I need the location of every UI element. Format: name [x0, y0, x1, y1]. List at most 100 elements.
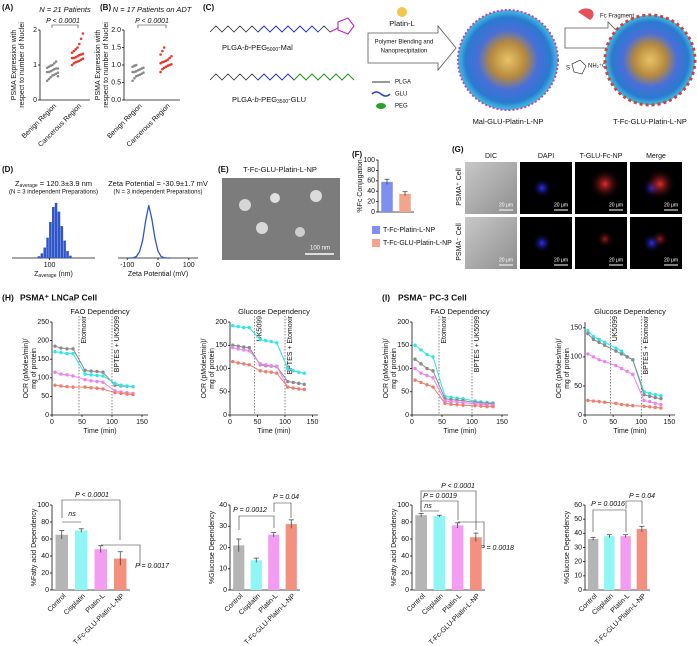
- dot: [72, 49, 76, 53]
- event-label: Etomoxir: [441, 315, 448, 343]
- nanoparticle: [603, 13, 697, 107]
- series-point: [449, 402, 453, 407]
- x-tick-label: Cancerous Region: [37, 103, 83, 149]
- series-point: [258, 362, 262, 366]
- series-point: [119, 391, 123, 396]
- dot: [51, 63, 54, 67]
- series-point: [65, 385, 69, 389]
- np-signal: [596, 230, 614, 248]
- series-point: [597, 337, 601, 342]
- series-point: [461, 403, 465, 407]
- y-tick-label: 40: [401, 553, 409, 560]
- y-axis-label: %Fc Conjugation: [357, 159, 364, 212]
- panel-label: (A): [2, 3, 13, 12]
- y-tick-label: 150: [37, 356, 49, 363]
- series-point: [113, 390, 117, 395]
- series-point: [642, 398, 646, 403]
- particle: [239, 199, 251, 211]
- series-point: [236, 347, 240, 351]
- series-point: [425, 383, 429, 387]
- diagram: PLGA-b-PEG5000-Mal PLGA-b-PEG3500-GLU Pl…: [209, 7, 697, 126]
- dot: [56, 74, 60, 78]
- series-point: [242, 362, 246, 366]
- series-point: [431, 369, 435, 373]
- annotation: ns: [424, 503, 432, 510]
- dot: [142, 66, 145, 70]
- x-tick-label: 150: [496, 419, 508, 426]
- series-point: [659, 406, 663, 410]
- bar: [604, 536, 615, 590]
- series-point: [113, 381, 117, 386]
- series-point: [431, 385, 435, 389]
- bracket: [625, 500, 643, 524]
- dot: [170, 63, 173, 66]
- title-part: Glucose Dependency: [594, 307, 666, 316]
- series-point: [59, 346, 63, 350]
- hist-bar: [54, 202, 58, 258]
- y-tick-label: 50: [574, 516, 582, 523]
- legend-label: PEG: [395, 104, 408, 110]
- dot: [70, 63, 74, 67]
- dot: [45, 70, 49, 74]
- y-tick-label: 0: [405, 587, 409, 594]
- hist-bar: [69, 255, 72, 258]
- title: FAO Dependency: [70, 307, 129, 316]
- micro-cell: [465, 217, 517, 269]
- series-point: [291, 369, 295, 373]
- xlabel-part: Time (min): [443, 428, 476, 435]
- y-axis-label: respect to number of Nuclei: [19, 22, 26, 108]
- series-point: [619, 366, 624, 371]
- particle: [295, 227, 305, 237]
- text: PLGA-: [222, 43, 245, 52]
- series-point: [647, 405, 652, 409]
- dot: [54, 60, 58, 63]
- y-tick-label: 0.0: [111, 97, 121, 104]
- y-tick-label: 100: [397, 365, 409, 372]
- scale-label: 20 μm: [499, 257, 513, 263]
- bracket: [420, 500, 459, 520]
- bracket: [273, 502, 292, 518]
- hist-bar: [66, 251, 69, 258]
- series-point: [258, 337, 262, 342]
- series-point: [455, 403, 459, 407]
- series-point: [485, 404, 489, 409]
- annotation: P < 0.0001: [75, 492, 109, 499]
- annotation: P = 0.0016: [591, 501, 625, 508]
- y-axis-label: %Fatty acid Dependency: [31, 508, 38, 586]
- series-point: [83, 385, 87, 389]
- hist-bar: [57, 211, 61, 258]
- y-axis-label: OCR (pMoles/min)/: [556, 339, 563, 399]
- process-label: Polymer Blending and: [375, 40, 434, 46]
- glu-chain: [293, 73, 355, 81]
- x-tick-label: 0: [583, 419, 587, 426]
- bar: [285, 524, 297, 590]
- bar: [451, 525, 464, 590]
- y-tick-label: 80: [367, 167, 375, 174]
- series-point: [95, 386, 99, 390]
- bracket: [592, 509, 627, 532]
- series-point: [65, 373, 69, 377]
- series-point: [614, 363, 618, 368]
- hist-bar: [52, 206, 55, 258]
- series-point: [614, 346, 618, 350]
- hist-bar: [43, 247, 47, 258]
- dot: [168, 56, 171, 60]
- series-point: [413, 343, 417, 347]
- series-point: [586, 352, 590, 356]
- dot: [81, 57, 85, 60]
- y-tick-label: 0.5: [111, 79, 121, 86]
- dot: [76, 46, 79, 49]
- y-tick-label: 40: [367, 188, 375, 195]
- dot: [81, 32, 85, 35]
- xlabel-part: Zeta Potential (mV): [128, 271, 188, 278]
- series-point: [586, 329, 590, 333]
- event-label: UK5099: [257, 316, 264, 341]
- series-point: [275, 341, 279, 345]
- row-label: PSMA⁺ Cell: [456, 168, 463, 206]
- series-point: [647, 391, 652, 396]
- series-point: [647, 399, 652, 404]
- y-tick-label: 100: [570, 354, 582, 361]
- series-point: [461, 400, 465, 405]
- title-part: FAO Dependency: [430, 307, 489, 316]
